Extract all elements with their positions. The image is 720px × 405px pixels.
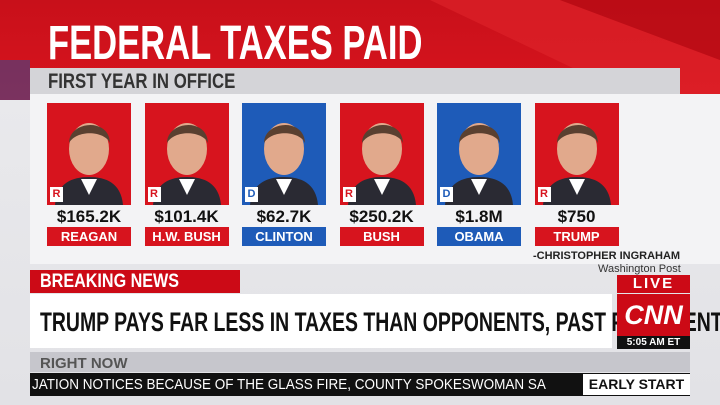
title-text: FEDERAL TAXES PAID bbox=[48, 17, 423, 70]
president-name: CLINTON bbox=[242, 227, 326, 246]
president-card: D $1.8M OBAMA bbox=[437, 103, 521, 246]
president-name: REAGAN bbox=[47, 227, 131, 246]
credit-source: Washington Post bbox=[598, 263, 681, 275]
president-card: R $101.4K H.W. BUSH bbox=[144, 103, 229, 246]
party-badge: R bbox=[342, 187, 356, 202]
photo: R bbox=[47, 103, 131, 205]
president-card: D $62.7K CLINTON bbox=[242, 103, 326, 246]
president-card: R $250.2K BUSH bbox=[339, 103, 424, 246]
network-logo: CNN bbox=[617, 294, 690, 336]
title: FEDERAL TAXES PAID bbox=[48, 16, 568, 71]
breaking-label: BREAKING NEWS bbox=[30, 270, 240, 293]
photo: D bbox=[242, 103, 326, 205]
live-badge: LIVE bbox=[617, 275, 690, 293]
portrait bbox=[445, 123, 513, 205]
president-name: H.W. BUSH bbox=[144, 227, 229, 246]
portrait bbox=[55, 123, 123, 205]
headline-text: TRUMP PAYS FAR LESS IN TAXES THAN OPPONE… bbox=[40, 307, 720, 337]
tax-amount: $250.2K bbox=[349, 207, 414, 226]
show-name: EARLY START bbox=[583, 374, 690, 395]
portrait bbox=[347, 123, 416, 205]
photo: R bbox=[144, 103, 229, 205]
subtitle-text: FIRST YEAR IN OFFICE bbox=[48, 70, 236, 93]
photo: R bbox=[339, 103, 424, 205]
president-name: BUSH bbox=[339, 227, 424, 246]
time: 5:05 AM ET bbox=[617, 336, 690, 349]
party-badge: R bbox=[50, 187, 63, 202]
credit-author: -CHRISTOPHER INGRAHAM bbox=[533, 250, 681, 262]
tax-amount: $165.2K bbox=[56, 207, 122, 226]
photo: D bbox=[437, 103, 521, 205]
ticker-text: JATION NOTICES BECAUSE OF THE GLASS FIRE… bbox=[32, 376, 546, 393]
portrait bbox=[152, 123, 221, 205]
headline-box bbox=[30, 294, 612, 348]
photo: R bbox=[534, 103, 619, 205]
president-card: R $750 TRUMP bbox=[534, 103, 619, 246]
president-name: OBAMA bbox=[437, 227, 521, 246]
portrait bbox=[542, 123, 611, 205]
party-badge: D bbox=[245, 187, 258, 202]
tax-amount: $1.8M bbox=[455, 207, 503, 226]
section-label: RIGHT NOW bbox=[30, 352, 690, 372]
tax-amount: $750 bbox=[557, 207, 596, 226]
party-badge: R bbox=[537, 187, 551, 202]
party-badge: R bbox=[147, 187, 161, 202]
ticker: JATION NOTICES BECAUSE OF THE GLASS FIRE… bbox=[30, 373, 690, 396]
tax-amount: $101.4K bbox=[154, 207, 219, 226]
breaking-text: BREAKING NEWS bbox=[40, 271, 180, 292]
subtitle-bar bbox=[30, 68, 680, 94]
headline: TRUMP PAYS FAR LESS IN TAXES THAN OPPONE… bbox=[40, 307, 720, 338]
subtitle: FIRST YEAR IN OFFICE bbox=[48, 70, 282, 94]
party-badge: D bbox=[440, 187, 453, 202]
tax-amount: $62.7K bbox=[256, 207, 312, 226]
president-name: TRUMP bbox=[534, 227, 619, 246]
president-card: R $165.2K REAGAN bbox=[47, 103, 131, 246]
portrait bbox=[250, 123, 318, 205]
